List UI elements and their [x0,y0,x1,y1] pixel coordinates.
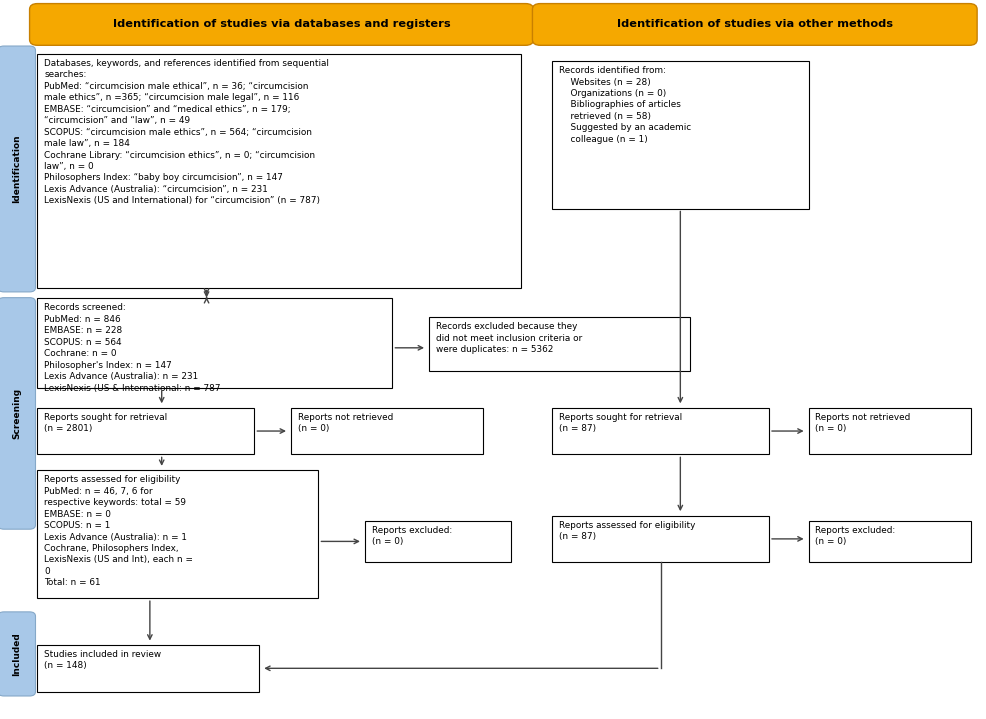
FancyBboxPatch shape [0,46,35,292]
FancyBboxPatch shape [291,408,483,454]
FancyBboxPatch shape [37,470,318,598]
FancyBboxPatch shape [809,521,971,562]
FancyBboxPatch shape [0,612,35,696]
FancyBboxPatch shape [809,408,971,454]
Text: Included: Included [12,632,22,676]
Text: Reports excluded:
(n = 0): Reports excluded: (n = 0) [815,526,895,546]
Text: Records excluded because they
did not meet inclusion criteria or
were duplicates: Records excluded because they did not me… [436,322,582,354]
Text: Reports assessed for eligibility
(n = 87): Reports assessed for eligibility (n = 87… [559,521,695,541]
Text: Records screened:
PubMed: n = 846
EMBASE: n = 228
SCOPUS: n = 564
Cochrane: n = : Records screened: PubMed: n = 846 EMBASE… [44,303,221,393]
FancyBboxPatch shape [30,4,533,45]
FancyBboxPatch shape [552,61,809,209]
Text: Reports excluded:
(n = 0): Reports excluded: (n = 0) [372,526,452,546]
FancyBboxPatch shape [429,317,690,371]
Text: Records identified from:
    Websites (n = 28)
    Organizations (n = 0)
    Bib: Records identified from: Websites (n = 2… [559,66,691,144]
Text: Identification: Identification [12,134,22,203]
Text: Reports not retrieved
(n = 0): Reports not retrieved (n = 0) [815,413,911,433]
FancyBboxPatch shape [0,298,35,529]
Text: Databases, keywords, and references identified from sequential
searches:
PubMed:: Databases, keywords, and references iden… [44,59,329,206]
Text: Reports sought for retrieval
(n = 2801): Reports sought for retrieval (n = 2801) [44,413,168,433]
FancyBboxPatch shape [365,521,511,562]
FancyBboxPatch shape [37,54,521,288]
Text: Screening: Screening [12,388,22,439]
FancyBboxPatch shape [532,4,977,45]
FancyBboxPatch shape [37,645,259,692]
FancyBboxPatch shape [37,408,254,454]
FancyBboxPatch shape [37,298,392,388]
FancyBboxPatch shape [552,408,769,454]
Text: Reports assessed for eligibility
PubMed: n = 46, 7, 6 for
respective keywords: t: Reports assessed for eligibility PubMed:… [44,475,193,587]
FancyBboxPatch shape [552,516,769,562]
Text: Identification of studies via databases and registers: Identification of studies via databases … [112,19,451,29]
Text: Identification of studies via other methods: Identification of studies via other meth… [617,19,892,29]
Text: Studies included in review
(n = 148): Studies included in review (n = 148) [44,650,162,670]
Text: Reports sought for retrieval
(n = 87): Reports sought for retrieval (n = 87) [559,413,682,433]
Text: Reports not retrieved
(n = 0): Reports not retrieved (n = 0) [298,413,393,433]
